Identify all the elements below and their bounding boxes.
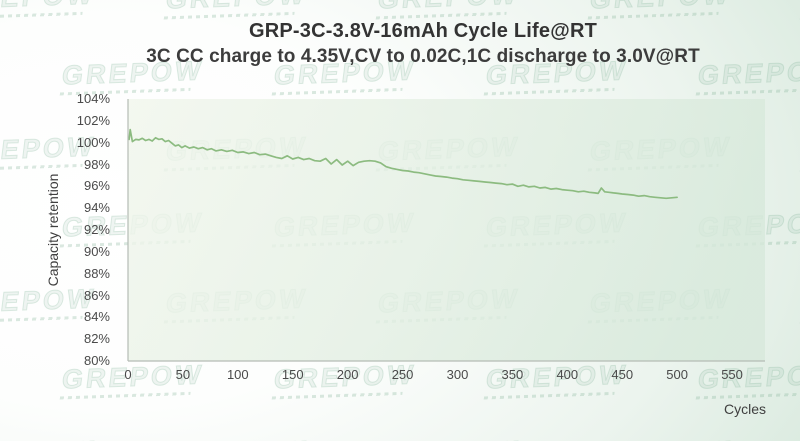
- x-tick-label: 100: [226, 367, 249, 382]
- y-tick-label: 88%: [83, 265, 110, 281]
- y-tick-label: 92%: [83, 222, 110, 237]
- x-tick-label: 450: [611, 367, 634, 382]
- y-tick-label: 100%: [76, 134, 110, 150]
- y-tick-label: 86%: [83, 287, 110, 303]
- y-tick-label: 98%: [83, 156, 110, 172]
- y-tick-label: 104%: [76, 91, 110, 106]
- x-tick-label: 550: [721, 367, 743, 382]
- y-axis-title: Capacity retention: [45, 173, 61, 287]
- x-tick-label: 300: [446, 367, 469, 382]
- y-tick-label: 80%: [83, 353, 110, 368]
- x-tick-label: 150: [281, 367, 304, 382]
- x-tick-label: 400: [556, 367, 579, 382]
- chart-header: GRP-3C-3.8V-16mAh Cycle Life@RT 3C CC ch…: [46, 20, 800, 68]
- x-tick-label: 0: [124, 367, 132, 382]
- y-tick-label: 96%: [83, 178, 110, 194]
- plot-background: [128, 99, 765, 361]
- y-tick-label: 90%: [83, 243, 110, 259]
- y-tick-label: 94%: [83, 200, 110, 216]
- x-tick-label: 200: [336, 367, 359, 382]
- x-tick-label: 350: [501, 367, 524, 382]
- y-tick-label: 102%: [76, 112, 110, 128]
- chart-subtitle: 3C CC charge to 4.35V,CV to 0.02C,1C dis…: [146, 46, 700, 67]
- y-tick-label: 82%: [83, 331, 110, 347]
- x-tick-label: 250: [391, 367, 414, 382]
- y-tick-label: 84%: [83, 309, 110, 325]
- x-tick-label: 500: [666, 367, 688, 382]
- x-axis-title: Cycles: [723, 401, 766, 417]
- chart-title: GRP-3C-3.8V-16mAh Cycle Life@RT: [248, 20, 598, 42]
- capacity-retention-line: [128, 128, 678, 200]
- x-tick-label: 50: [175, 367, 191, 382]
